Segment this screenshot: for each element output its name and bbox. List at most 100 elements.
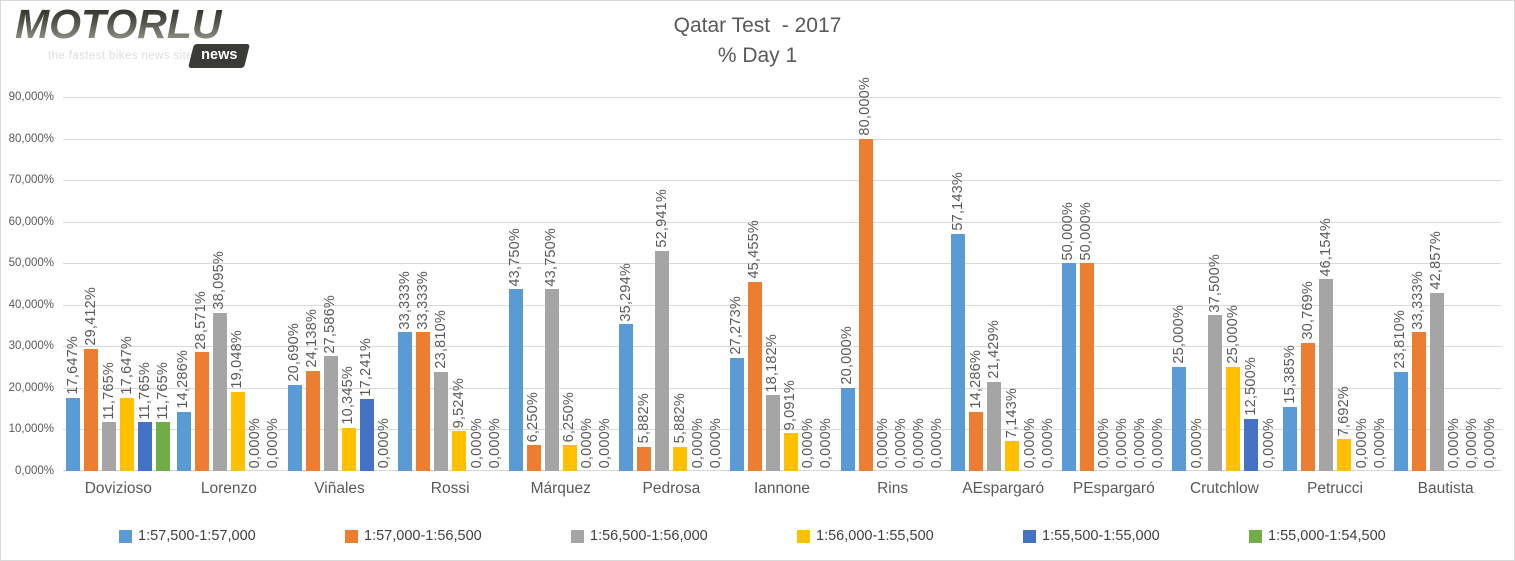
bar <box>1226 367 1241 471</box>
bar <box>212 312 227 471</box>
bar-slot: 33,333% <box>415 97 431 471</box>
bar-slot: 6,250% <box>525 97 542 471</box>
bar <box>102 422 117 471</box>
bar-value-label: 0,000% <box>1039 417 1056 468</box>
bar <box>619 324 634 471</box>
legend-label: 1:57,500-1:57,000 <box>138 528 256 544</box>
bar <box>840 387 855 471</box>
bar-slot: 20,000% <box>839 97 856 471</box>
bar-slot: 15,385% <box>1282 97 1298 471</box>
bar-value-label: 0,000% <box>1371 417 1388 468</box>
bar <box>230 391 245 471</box>
bar-slot: 0,000% <box>893 97 909 471</box>
legend-item: 1:57,500-1:57,000 <box>119 528 345 544</box>
bar-value-label: 50,000% <box>1078 201 1095 261</box>
bar-group: 27,273% 45,455% 18,182% 9,091% 0,000% 0,000% <box>727 97 838 471</box>
bar-value-label: 20,690% <box>286 323 303 383</box>
bar <box>398 332 413 471</box>
bar <box>156 422 171 471</box>
bar <box>120 397 135 471</box>
y-tick-label: 0,000% <box>14 465 54 477</box>
gridline <box>63 139 1501 140</box>
bar-value-label: 0,000% <box>929 417 946 468</box>
category-label: Márquez <box>530 480 591 497</box>
category-label: PEspargaró <box>1072 480 1155 497</box>
bar <box>765 395 780 471</box>
bar <box>655 251 670 471</box>
bar-value-label: 6,250% <box>525 391 542 443</box>
bar-slot: 9,091% <box>782 97 798 471</box>
bar-value-label: 25,000% <box>1224 305 1241 365</box>
bar-group: 20,690% 24,138% 27,586% 10,345% 17,241% 0,000… <box>284 97 395 471</box>
bar-value-label: 0,000% <box>1188 417 1205 468</box>
bar-value-label: 11,765% <box>154 361 171 420</box>
bar-value-label: 29,412% <box>82 287 99 346</box>
bar-slot: 46,154% <box>1318 97 1334 471</box>
bar-slot: 7,692% <box>1336 97 1352 471</box>
bar-value-label: 10,345% <box>340 366 357 426</box>
bar-group: 15,385% 30,769% 46,154% 7,692% 0,000% 0,000% <box>1280 97 1391 471</box>
gridline <box>63 388 1501 389</box>
bar-group: 43,750% 6,250% 43,750% 6,250% 0,000% 0,000% <box>505 97 616 471</box>
y-tick-label: 50,000% <box>8 257 54 270</box>
gridline <box>63 346 1501 347</box>
bar-slot: 0,000% <box>1022 97 1038 471</box>
bar-value-label: 14,286% <box>967 349 984 409</box>
bar-value-label: 23,810% <box>1392 310 1409 370</box>
bar-slot: 29,412% <box>82 97 99 471</box>
bar-group: 50,000% 50,000% 0,000% 0,000% 0,000% 0,000% <box>1058 97 1169 471</box>
bar-value-label: 28,571% <box>193 290 210 350</box>
category-label: Iannone <box>753 480 810 497</box>
bar-slot: 43,750% <box>507 97 524 471</box>
bar-value-label: 24,138% <box>304 309 321 368</box>
bar-value-label: 35,294% <box>617 262 634 322</box>
bar-slot: 0,000% <box>247 97 263 471</box>
bar-value-label: 0,000% <box>1114 417 1131 468</box>
legend-label: 1:56,500-1:56,000 <box>590 528 708 544</box>
bar-slot: 0,000% <box>1482 97 1498 471</box>
bar-slot: 0,000% <box>597 97 613 471</box>
category-label: Rossi <box>430 480 470 497</box>
bar <box>1429 292 1444 471</box>
legend-item: 1:56,500-1:56,000 <box>571 528 797 544</box>
bar-value-label: 20,000% <box>839 326 856 385</box>
chart-title: Qatar Test - 2017 <box>673 14 842 37</box>
bar-value-label: 52,941% <box>653 189 670 249</box>
y-tick-label: 10,000% <box>8 423 54 436</box>
legend-label: 1:57,000-1:56,500 <box>364 528 482 544</box>
bar-slot: 0,000% <box>1039 97 1056 471</box>
bar-slot: 33,333% <box>397 97 413 471</box>
bar-value-label: 11,765% <box>100 361 117 420</box>
bar <box>416 332 431 471</box>
motorlu-logo: MOTORLU the fastest bikes news site news <box>15 2 285 68</box>
bar-value-label: 0,000% <box>689 417 706 468</box>
bar <box>747 282 762 471</box>
legend-item: 1:57,000-1:56,500 <box>345 528 571 544</box>
bar-slot: 0,000% <box>1446 97 1462 471</box>
category-label: Bautista <box>1417 480 1474 497</box>
bar-value-label: 0,000% <box>486 417 503 468</box>
bar-value-label: 27,273% <box>728 296 745 355</box>
bar <box>508 289 523 471</box>
bar-slot: 7,143% <box>1004 97 1020 471</box>
bar-slot: 20,690% <box>286 97 303 471</box>
bar-value-label: 57,143% <box>949 171 966 231</box>
bar-slot: 17,647% <box>119 97 135 471</box>
bar-slot: 50,000% <box>1078 97 1095 471</box>
bar-value-label: 0,000% <box>265 417 282 468</box>
legend-item: 1:55,000-1:54,500 <box>1249 528 1475 544</box>
bar <box>783 433 798 471</box>
legend-item: 1:55,500-1:55,000 <box>1023 528 1249 544</box>
bar-value-label: 0,000% <box>1150 417 1167 468</box>
gridline <box>63 263 1501 264</box>
bar <box>1208 315 1223 471</box>
bar <box>359 399 374 471</box>
gridline <box>63 305 1501 306</box>
bar-value-label: 42,857% <box>1428 231 1445 290</box>
bar-value-label: 12,500% <box>1242 357 1259 417</box>
bar <box>1005 441 1020 471</box>
legend-label: 1:55,500-1:55,000 <box>1042 528 1160 544</box>
bar-value-label: 43,750% <box>507 227 524 287</box>
bar-slot: 0,000% <box>689 97 706 471</box>
bar <box>138 422 153 471</box>
